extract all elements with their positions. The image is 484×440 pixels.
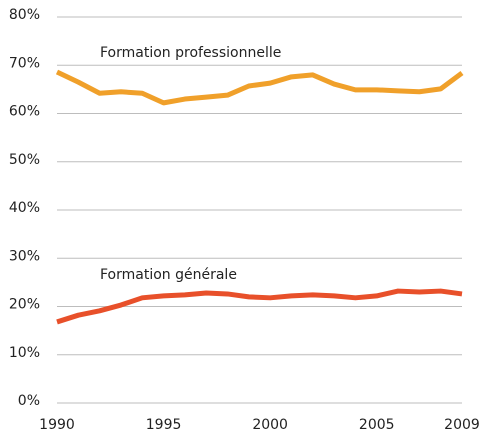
series-label: Formation professionnelle [100,45,281,61]
x-tick-label: 2000 [252,417,288,433]
x-tick-label: 2009 [444,417,480,433]
y-tick-label: 10% [9,345,40,361]
series-label: Formation générale [100,267,237,283]
y-tick-label: 30% [9,248,40,264]
y-tick-label: 20% [9,297,40,313]
x-tick-label: 2005 [359,417,395,433]
y-tick-label: 40% [9,200,40,216]
y-tick-label: 50% [9,152,40,168]
y-tick-label: 60% [9,104,40,120]
y-tick-label: 0% [18,393,40,409]
y-tick-label: 70% [9,55,40,71]
series-line [55,69,464,106]
x-tick-label: 1990 [39,417,75,433]
series-line [56,288,463,325]
y-tick-label: 80% [9,7,40,23]
x-tick-label: 1995 [146,417,182,433]
